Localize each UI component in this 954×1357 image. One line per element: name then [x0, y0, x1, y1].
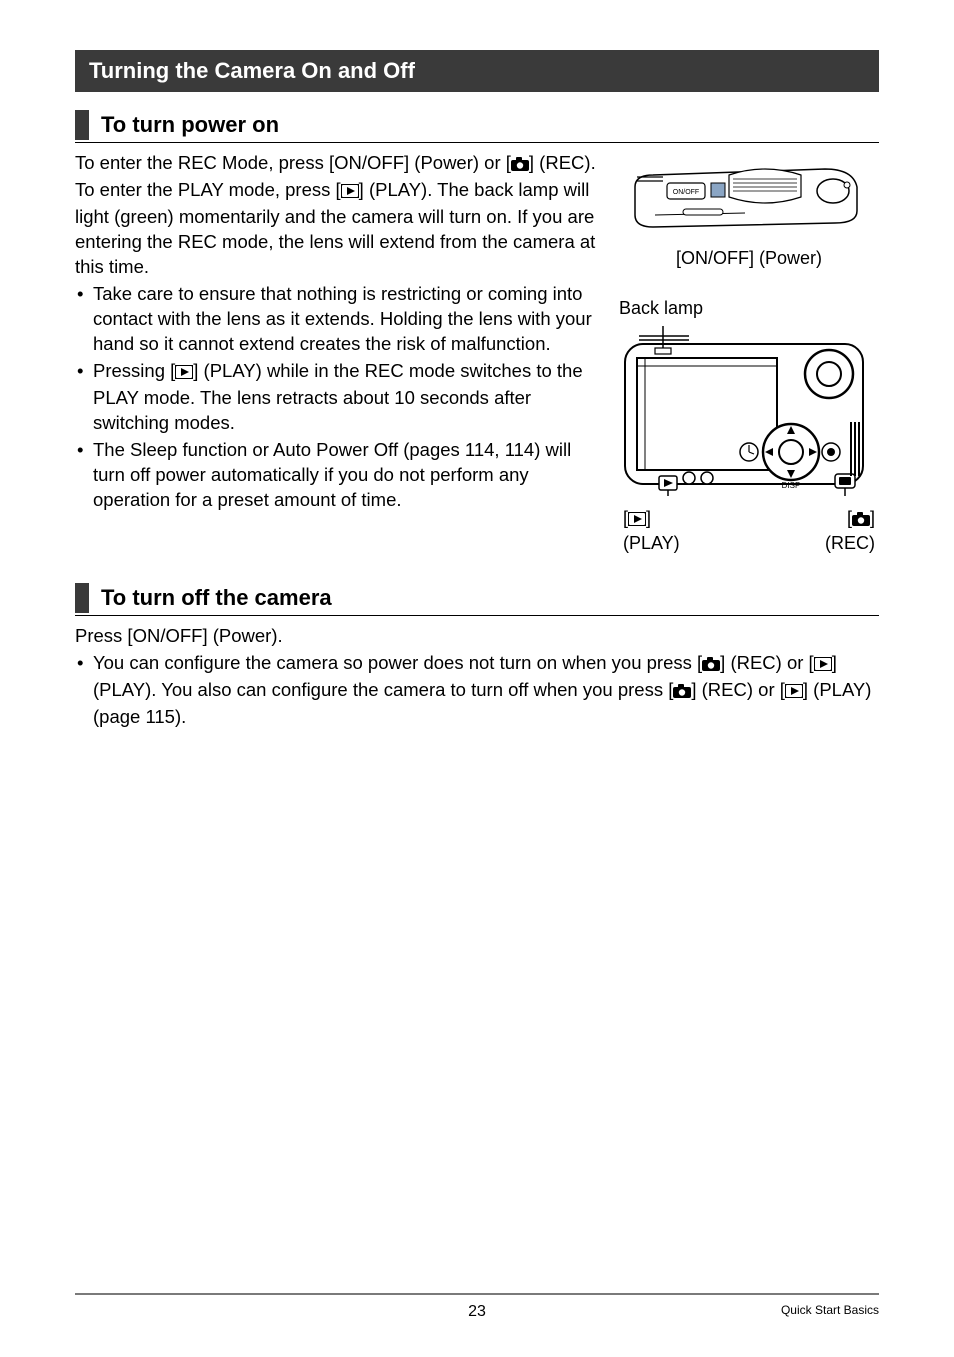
camera-top-svg: ON/OFF [625, 157, 865, 237]
onoff-small-text: ON/OFF [673, 189, 699, 196]
camera-icon [702, 653, 720, 678]
subsection-marker [75, 110, 89, 140]
svg-text:DISP: DISP [782, 481, 801, 490]
bullet-1-text: Take care to ensure that nothing is rest… [93, 283, 592, 354]
bullet-3-text: The Sleep function or Auto Power Off (pa… [93, 439, 571, 510]
off-part-1: ] (REC) or [ [720, 652, 814, 673]
page-footer: 23 Quick Start Basics [75, 1293, 879, 1317]
footer-section-name: Quick Start Basics [781, 1303, 879, 1317]
play-icon [341, 180, 359, 205]
power-off-line1: Press [ON/OFF] (Power). [75, 624, 879, 649]
footer-row: 23 Quick Start Basics [75, 1303, 879, 1317]
section-title-bar: Turning the Camera On and Off [75, 50, 879, 92]
back-lamp-label: Back lamp [619, 297, 879, 320]
rec-label-block: [] (REC) [825, 507, 875, 556]
power-off-bullets: You can configure the camera so power do… [75, 651, 879, 730]
subsection-marker [75, 583, 89, 613]
subsection-power-on-title: To turn power on [101, 110, 279, 140]
bullet-1: Take care to ensure that nothing is rest… [75, 282, 601, 357]
off-part-3: ] (REC) or [ [691, 679, 785, 700]
power-on-bullets: Take care to ensure that nothing is rest… [75, 282, 601, 513]
section-title-text: Turning the Camera On and Off [89, 58, 415, 83]
power-on-intro: To enter the REC Mode, press [ON/OFF] (P… [75, 151, 601, 280]
off-part-0: You can configure the camera so power do… [93, 652, 702, 673]
play-text-line: (PLAY) [623, 532, 680, 555]
power-off-bullet: You can configure the camera so power do… [75, 651, 879, 730]
subsection-power-on-header: To turn power on [75, 110, 879, 143]
play-icon [175, 361, 193, 386]
rec-text-line: (REC) [825, 532, 875, 555]
play-label-block: [] (PLAY) [623, 507, 680, 556]
play-icon [628, 509, 646, 532]
camera-icon [511, 153, 529, 178]
page-number: 23 [468, 1303, 486, 1321]
power-on-text-column: To enter the REC Mode, press [ON/OFF] (P… [75, 151, 601, 555]
power-on-content-row: To enter the REC Mode, press [ON/OFF] (P… [75, 151, 879, 555]
play-icon [814, 653, 832, 678]
power-off-text: Press [ON/OFF] (Power). You can configur… [75, 624, 879, 730]
camera-top-diagram: ON/OFF [ON/OFF] (Power) [619, 151, 879, 273]
onoff-caption: [ON/OFF] (Power) [625, 247, 873, 270]
bullet-3: The Sleep function or Auto Power Off (pa… [75, 438, 601, 513]
subsection-power-off-title: To turn off the camera [101, 583, 332, 613]
camera-back-diagram: DISP [] (PLAY) [] (R [619, 326, 879, 555]
power-on-diagram-column: ON/OFF [ON/OFF] (Power) Back lamp [619, 151, 879, 555]
power-off-section: To turn off the camera Press [ON/OFF] (P… [75, 583, 879, 730]
subsection-power-off-header: To turn off the camera [75, 583, 879, 616]
camera-icon [852, 509, 870, 532]
play-icon [785, 680, 803, 705]
camera-icon [673, 680, 691, 705]
footer-divider [75, 1293, 879, 1295]
rec-bracket-line: [] [825, 507, 875, 532]
bullet-2: Pressing [] (PLAY) while in the REC mode… [75, 359, 601, 436]
play-rec-label-row: [] (PLAY) [] (REC) [619, 507, 879, 556]
camera-back-svg: DISP [619, 326, 869, 496]
intro-part-0: To enter the REC Mode, press [ON/OFF] (P… [75, 152, 511, 173]
play-bracket-line: [] [623, 507, 680, 532]
bullet-2-pre: Pressing [ [93, 360, 175, 381]
